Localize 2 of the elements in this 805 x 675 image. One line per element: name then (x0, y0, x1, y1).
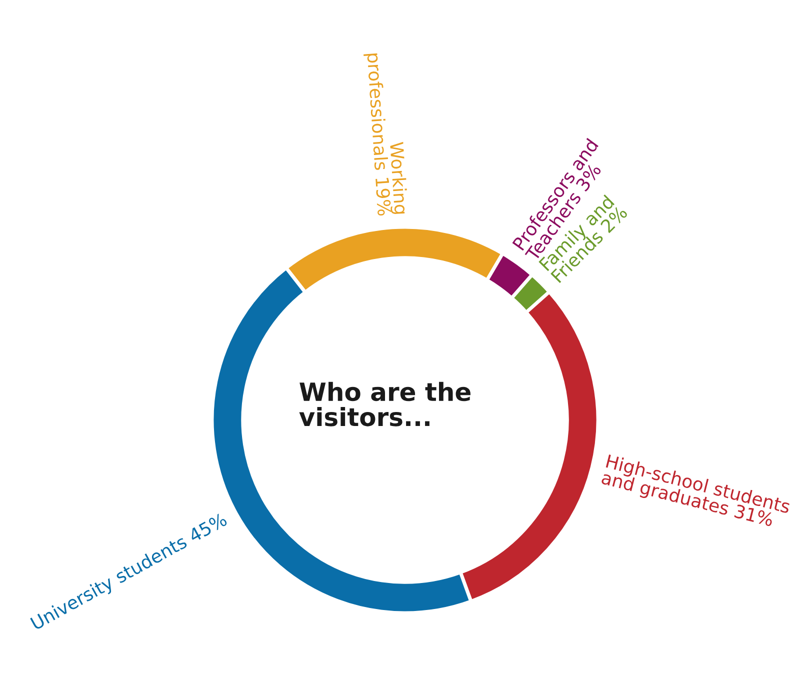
text: Who are the visitors... (299, 382, 470, 426)
slice-label: Working professionals 19% (364, 53, 408, 216)
